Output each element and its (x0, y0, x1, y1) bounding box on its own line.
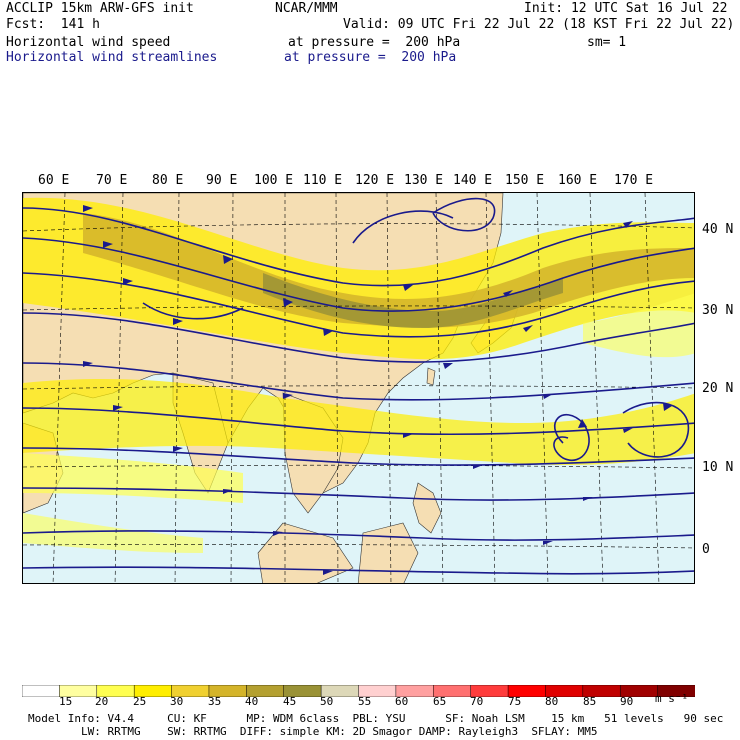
colorbar-label: 35 (208, 695, 222, 708)
colorbar-swatch (21, 684, 60, 698)
header-streamline-level: at pressure = 200 hPa (284, 50, 457, 65)
wind-streamlines (23, 197, 694, 575)
lon-label: 140 E (453, 173, 493, 188)
lat-label: 0 (702, 542, 710, 557)
colorbar-label: 20 (95, 695, 109, 708)
colorbar-label: 75 (508, 695, 522, 708)
colorbar-label: 80 (545, 695, 559, 708)
lon-label: 120 E (355, 173, 395, 188)
lon-label: 70 E (96, 173, 128, 188)
colorbar-label: 15 (59, 695, 73, 708)
header-forecast-hour: Fcst: 141 h (6, 17, 100, 32)
lon-label: 90 E (206, 173, 238, 188)
model-info-line2: LW: RRTMG SW: RRTMG DIFF: simple KM: 2D … (28, 725, 598, 738)
lon-label: 130 E (404, 173, 444, 188)
colorbar-label: 25 (133, 695, 147, 708)
lon-label: 160 E (558, 173, 598, 188)
colorbar-unit: m s⁻¹ (655, 692, 689, 705)
header-field-name: Horizontal wind speed (6, 35, 171, 50)
lon-label: 110 E (303, 173, 343, 188)
header-init-time: Init: 12 UTC Sat 16 Jul 22 (524, 1, 728, 16)
wind-map (22, 192, 695, 584)
header-streamline-name: Horizontal wind streamlines (6, 50, 218, 65)
colorbar-label: 70 (470, 695, 484, 708)
lat-label: 20 N (702, 381, 734, 396)
colorbar-label: 30 (170, 695, 184, 708)
header-center-name: NCAR/MMM (275, 1, 338, 16)
colorbar-label: 40 (245, 695, 259, 708)
lat-label: 10 N (702, 460, 734, 475)
header-valid-time: Valid: 09 UTC Fri 22 Jul 22 (18 KST Fri … (343, 17, 735, 32)
colorbar-label: 55 (358, 695, 372, 708)
colorbar-label: 45 (283, 695, 297, 708)
lat-label: 40 N (702, 222, 734, 237)
lon-label: 100 E (254, 173, 294, 188)
header-smoothing: sm= 1 (587, 35, 627, 50)
colorbar (21, 682, 696, 701)
header-model-title: ACCLIP 15km ARW-GFS init (6, 1, 194, 16)
lon-label: 150 E (505, 173, 545, 188)
header-field-level: at pressure = 200 hPa (288, 35, 461, 50)
colorbar-label: 60 (395, 695, 409, 708)
streamline-arrows (83, 205, 672, 575)
lon-label: 80 E (152, 173, 184, 188)
colorbar-label: 85 (583, 695, 597, 708)
lat-label: 30 N (702, 303, 734, 318)
lon-label: 60 E (38, 173, 70, 188)
colorbar-label: 65 (433, 695, 447, 708)
lon-label: 170 E (614, 173, 654, 188)
lat-lon-grid (23, 193, 694, 583)
colorbar-label: 90 (620, 695, 634, 708)
colorbar-label: 50 (320, 695, 334, 708)
model-info-line1: Model Info: V4.4 CU: KF MP: WDM 6class P… (28, 712, 724, 725)
